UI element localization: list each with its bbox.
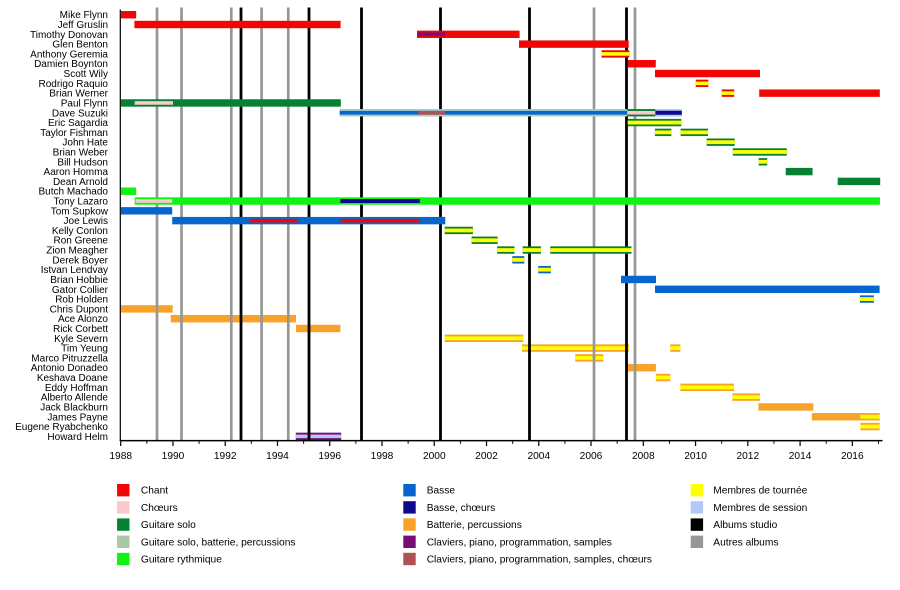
svg-text:Bill Hudson: Bill Hudson xyxy=(57,157,108,168)
svg-text:Batterie, percussions: Batterie, percussions xyxy=(427,520,522,531)
svg-text:Eric Sagardia: Eric Sagardia xyxy=(48,118,108,129)
svg-text:Keshava Doane: Keshava Doane xyxy=(37,373,109,384)
svg-text:Kyle Severn: Kyle Severn xyxy=(54,334,108,345)
svg-text:Eddy Hoffman: Eddy Hoffman xyxy=(45,383,108,394)
svg-text:Basse, chœurs: Basse, chœurs xyxy=(427,503,496,514)
svg-text:Chant: Chant xyxy=(141,486,168,497)
svg-text:2012: 2012 xyxy=(736,451,759,462)
svg-text:Membres de session: Membres de session xyxy=(713,503,807,514)
svg-text:Zion Meagher: Zion Meagher xyxy=(46,246,108,257)
svg-text:Rick Corbett: Rick Corbett xyxy=(53,324,108,335)
svg-text:Guitare solo, batterie, percus: Guitare solo, batterie, percussions xyxy=(141,537,296,548)
svg-text:2002: 2002 xyxy=(475,451,498,462)
svg-text:Alberto Allende: Alberto Allende xyxy=(41,393,109,404)
svg-text:Claviers, piano, programmation: Claviers, piano, programmation, samples,… xyxy=(427,555,652,566)
svg-text:James Payne: James Payne xyxy=(47,412,108,423)
svg-text:Marco Pitruzzella: Marco Pitruzzella xyxy=(31,353,108,364)
svg-text:Kelly Conlon: Kelly Conlon xyxy=(52,226,108,237)
svg-text:Chris Dupont: Chris Dupont xyxy=(50,304,109,315)
svg-text:1996: 1996 xyxy=(318,451,341,462)
svg-text:Brian Hobbie: Brian Hobbie xyxy=(50,275,108,286)
svg-text:Taylor Fishman: Taylor Fishman xyxy=(40,128,108,139)
svg-text:Damien Boynton: Damien Boynton xyxy=(34,59,108,70)
svg-text:Dave Suzuki: Dave Suzuki xyxy=(52,108,108,119)
svg-text:2000: 2000 xyxy=(423,451,446,462)
svg-text:Chœurs: Chœurs xyxy=(141,503,178,514)
svg-text:Ace Alonzo: Ace Alonzo xyxy=(58,314,108,325)
svg-text:2004: 2004 xyxy=(527,451,550,462)
svg-text:Rodrigo Raquio: Rodrigo Raquio xyxy=(39,79,109,90)
svg-text:Guitare solo: Guitare solo xyxy=(141,520,196,531)
svg-text:Tony Lazaro: Tony Lazaro xyxy=(54,197,109,208)
svg-text:Membres de tournée: Membres de tournée xyxy=(713,486,807,497)
svg-text:Butch Machado: Butch Machado xyxy=(39,187,109,198)
svg-text:Ron Greene: Ron Greene xyxy=(54,236,109,247)
svg-text:Jeff Gruslin: Jeff Gruslin xyxy=(58,20,108,31)
svg-text:Timothy Donovan: Timothy Donovan xyxy=(30,30,108,41)
svg-text:Dean Arnold: Dean Arnold xyxy=(53,177,108,188)
svg-text:Jack Blackburn: Jack Blackburn xyxy=(40,402,108,413)
svg-text:Claviers, piano, programmation: Claviers, piano, programmation, samples xyxy=(427,537,612,548)
svg-text:Gator Collier: Gator Collier xyxy=(52,285,109,296)
svg-text:Istvan Lendvay: Istvan Lendvay xyxy=(41,265,108,276)
svg-text:Brian Werner: Brian Werner xyxy=(49,89,108,100)
svg-text:Eugene Ryabchenko: Eugene Ryabchenko xyxy=(15,422,108,433)
svg-text:1994: 1994 xyxy=(266,451,289,462)
svg-text:1992: 1992 xyxy=(214,451,237,462)
svg-text:1988: 1988 xyxy=(109,451,132,462)
svg-text:Antonio Donadeo: Antonio Donadeo xyxy=(31,363,109,374)
svg-text:Basse: Basse xyxy=(427,486,456,497)
svg-text:Albums studio: Albums studio xyxy=(713,520,777,531)
svg-text:Rob Holden: Rob Holden xyxy=(55,295,108,306)
svg-text:Howard Helm: Howard Helm xyxy=(47,432,108,443)
svg-text:Anthony Geremia: Anthony Geremia xyxy=(30,49,108,60)
svg-text:2014: 2014 xyxy=(789,451,812,462)
svg-text:2016: 2016 xyxy=(841,451,864,462)
svg-text:Tim Yeung: Tim Yeung xyxy=(61,344,108,355)
svg-text:2006: 2006 xyxy=(580,451,603,462)
svg-text:1998: 1998 xyxy=(371,451,394,462)
svg-text:Derek Boyer: Derek Boyer xyxy=(52,255,108,266)
svg-text:Glen Benton: Glen Benton xyxy=(52,40,108,51)
svg-text:Scott Wily: Scott Wily xyxy=(64,69,108,80)
svg-text:John Hate: John Hate xyxy=(62,138,108,149)
svg-text:2010: 2010 xyxy=(684,451,707,462)
svg-text:Autres albums: Autres albums xyxy=(713,537,778,548)
svg-text:Paul Flynn: Paul Flynn xyxy=(61,98,108,109)
svg-text:Tom Supkow: Tom Supkow xyxy=(51,206,109,217)
svg-text:1990: 1990 xyxy=(162,451,185,462)
svg-text:Mike Flynn: Mike Flynn xyxy=(60,10,108,21)
svg-text:Guitare rythmique: Guitare rythmique xyxy=(141,555,222,566)
svg-text:Brian Weber: Brian Weber xyxy=(53,147,109,158)
svg-text:2008: 2008 xyxy=(632,451,655,462)
svg-text:Aaron Homma: Aaron Homma xyxy=(44,167,109,178)
svg-text:Joe Lewis: Joe Lewis xyxy=(64,216,108,227)
